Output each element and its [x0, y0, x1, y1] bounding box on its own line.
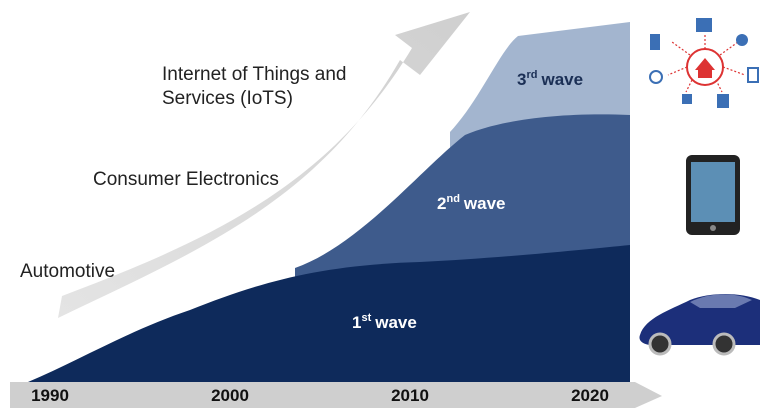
wave-num: 1 — [352, 313, 361, 332]
label: Consumer Electronics — [93, 169, 279, 190]
iot-icon — [649, 18, 759, 108]
growth-arrow — [58, 12, 470, 318]
wave-word: wave — [374, 313, 417, 332]
tablet-icon — [686, 155, 740, 235]
wave-word: wave — [540, 70, 583, 89]
wave-sup: st — [361, 312, 371, 324]
year-label: 2020 — [571, 386, 609, 405]
car-icon — [639, 294, 760, 356]
wave-word: wave — [463, 194, 506, 213]
wave-sup: rd — [526, 69, 537, 81]
wave-num: 3 — [517, 70, 526, 89]
label: Internet of Things and — [162, 64, 347, 85]
label: Automotive — [20, 261, 115, 282]
year-label: 2010 — [391, 386, 429, 405]
wave-num: 2 — [437, 194, 446, 213]
year-label: 1990 — [31, 386, 69, 405]
first-wave-area — [28, 245, 630, 382]
label: Services (IoTS) — [162, 88, 293, 109]
wave-label: 2nd wave — [437, 193, 506, 213]
timeline-arrow — [10, 382, 662, 408]
year-label: 2000 — [211, 386, 249, 405]
wave-sup: nd — [446, 193, 459, 205]
wave-label: 3rd wave — [517, 69, 583, 89]
wave-label: 1st wave — [352, 312, 417, 332]
